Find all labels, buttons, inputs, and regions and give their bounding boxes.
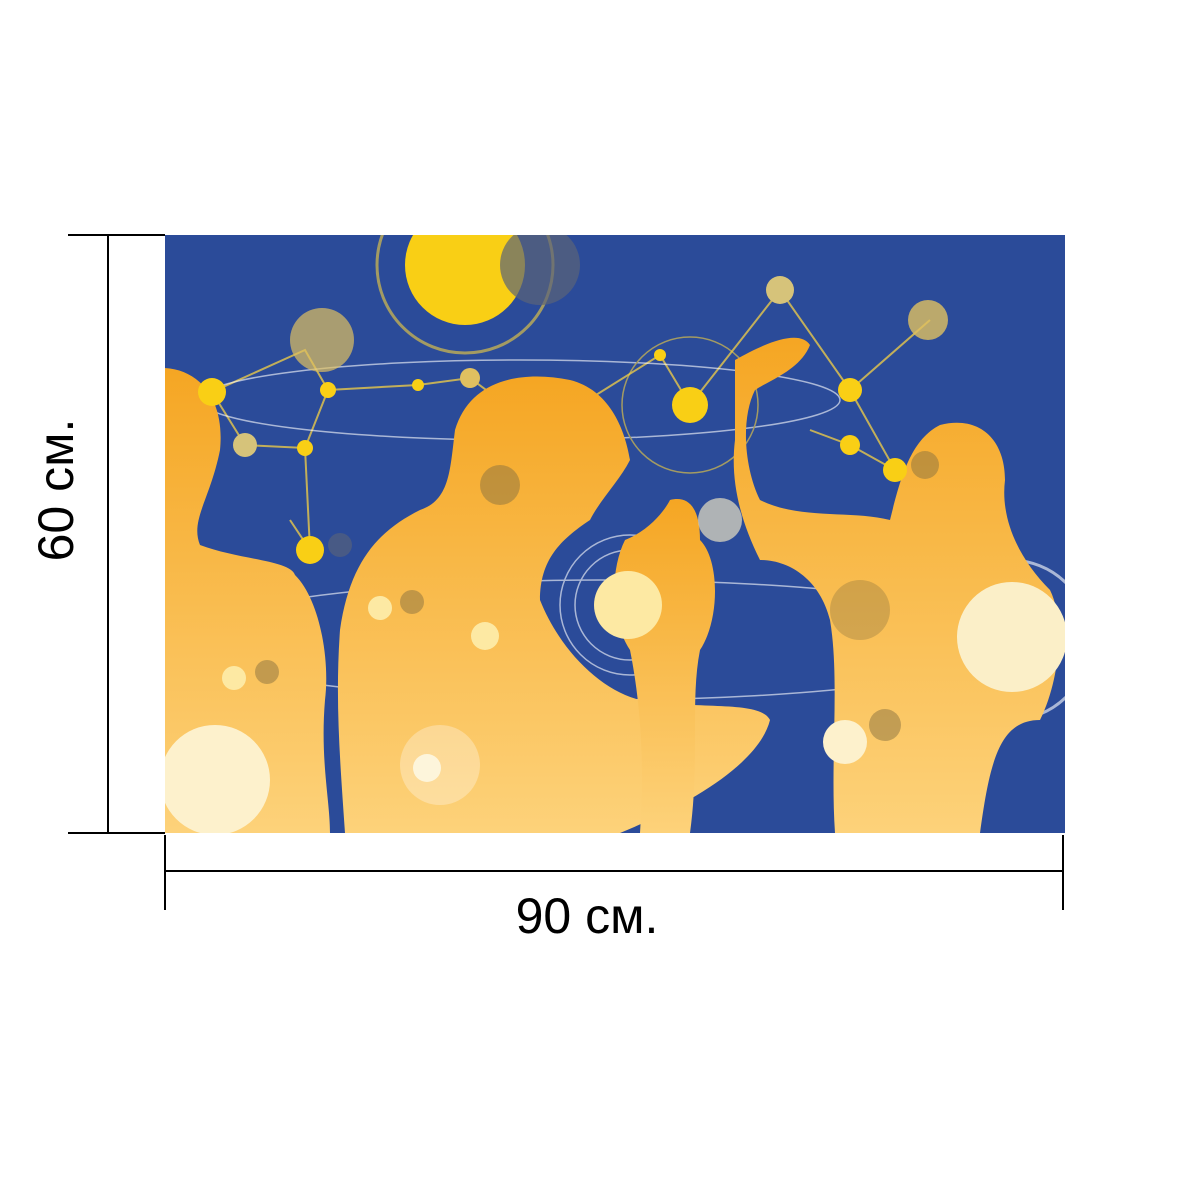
height-label: 60 см.: [28, 419, 84, 562]
silhouettes: [165, 337, 1059, 833]
dots: [165, 235, 1065, 833]
dimension-lines: [68, 234, 1064, 910]
artwork: [165, 235, 1065, 833]
width-label: 90 см.: [516, 888, 659, 944]
